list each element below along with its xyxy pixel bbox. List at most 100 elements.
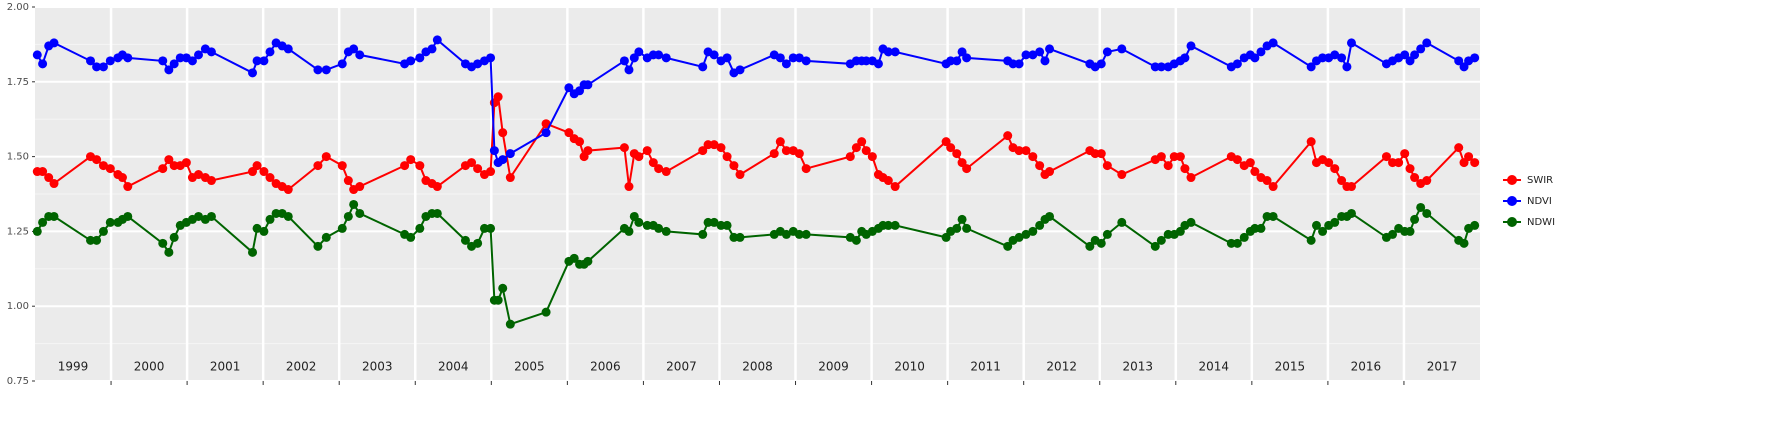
point — [1394, 158, 1404, 168]
point — [252, 56, 262, 66]
point — [1156, 62, 1166, 72]
point — [648, 158, 658, 168]
point — [952, 149, 962, 159]
point — [283, 44, 293, 54]
point — [634, 152, 644, 162]
point — [1311, 220, 1321, 230]
point — [716, 143, 726, 153]
point — [337, 223, 347, 233]
point — [86, 56, 96, 66]
point — [1422, 208, 1432, 218]
point — [775, 137, 785, 147]
point — [1035, 161, 1045, 171]
point — [769, 149, 779, 159]
point — [460, 235, 470, 245]
point — [349, 44, 359, 54]
point — [634, 47, 644, 57]
point — [583, 256, 593, 266]
x-tick-label: 2013 — [1122, 360, 1153, 374]
point — [1410, 214, 1420, 224]
point — [44, 173, 54, 183]
x-tick-label: 2015 — [1275, 360, 1306, 374]
point — [781, 146, 791, 156]
point — [1268, 182, 1278, 192]
point — [952, 56, 962, 66]
point — [541, 307, 551, 317]
point — [355, 208, 365, 218]
point — [1346, 182, 1356, 192]
point — [1410, 50, 1420, 60]
point — [857, 137, 867, 147]
point — [406, 56, 416, 66]
point — [473, 164, 483, 174]
point — [541, 128, 551, 138]
y-tick-label: 1.25 — [7, 226, 29, 237]
point — [867, 152, 877, 162]
point — [355, 50, 365, 60]
point — [1268, 211, 1278, 221]
point — [415, 53, 425, 63]
point — [313, 241, 323, 251]
point — [206, 47, 216, 57]
y-tick-label: 1.00 — [7, 301, 29, 312]
point — [735, 232, 745, 242]
point — [181, 158, 191, 168]
point — [1003, 131, 1013, 141]
point — [634, 217, 644, 227]
point — [1422, 176, 1432, 186]
point — [49, 179, 59, 189]
point — [1239, 232, 1249, 242]
x-tick-label: 2008 — [742, 360, 773, 374]
x-tick-label: 2005 — [514, 360, 545, 374]
point — [486, 223, 496, 233]
point — [415, 161, 425, 171]
x-tick-label: 1999 — [58, 360, 89, 374]
point — [1232, 155, 1242, 165]
point — [1422, 38, 1432, 48]
point — [406, 232, 416, 242]
point — [1388, 229, 1398, 239]
point — [92, 62, 102, 72]
point — [1028, 50, 1038, 60]
point — [1250, 167, 1260, 177]
point — [801, 56, 811, 66]
point — [1163, 161, 1173, 171]
point — [1028, 152, 1038, 162]
x-tick-label: 2017 — [1427, 360, 1458, 374]
point — [406, 155, 416, 165]
legend-label: SWIR — [1527, 175, 1553, 186]
x-tick-label: 2000 — [134, 360, 165, 374]
point — [206, 211, 216, 221]
point — [38, 59, 48, 69]
point — [467, 158, 477, 168]
point — [123, 182, 133, 192]
point — [1346, 208, 1356, 218]
point — [1416, 202, 1426, 212]
point — [427, 44, 437, 54]
point — [164, 65, 174, 75]
point — [1454, 143, 1464, 153]
point — [117, 173, 127, 183]
point — [194, 170, 204, 180]
point — [1268, 38, 1278, 48]
point — [1102, 161, 1112, 171]
point — [1306, 62, 1316, 72]
point — [1035, 220, 1045, 230]
point — [1045, 211, 1055, 221]
point — [962, 164, 972, 174]
point — [486, 167, 496, 177]
point — [583, 80, 593, 90]
point — [1306, 137, 1316, 147]
point — [415, 223, 425, 233]
point — [1470, 53, 1480, 63]
point — [265, 47, 275, 57]
point — [194, 211, 204, 221]
point — [1306, 235, 1316, 245]
point — [337, 161, 347, 171]
point — [1096, 149, 1106, 159]
point — [781, 59, 791, 69]
point — [1021, 229, 1031, 239]
point — [569, 253, 579, 263]
point — [105, 217, 115, 227]
